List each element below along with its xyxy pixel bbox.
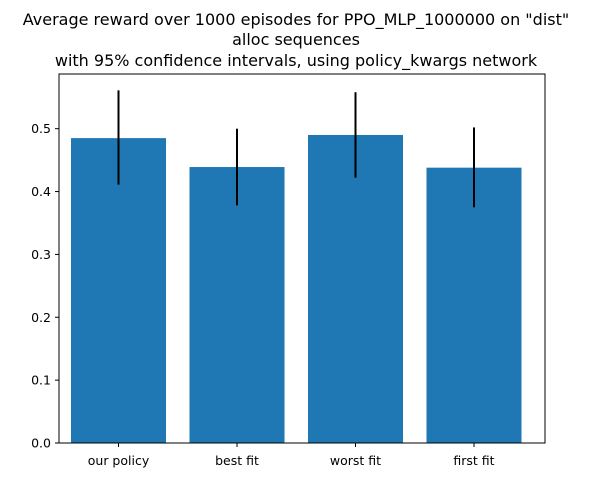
- bar-first-fit: [426, 167, 522, 443]
- y-tick-label-1: 0.1: [31, 373, 51, 388]
- x-tick-label-worst-fit: worst fit: [330, 453, 381, 468]
- bar-worst-fit: [308, 134, 403, 444]
- y-tick-label-2: 0.2: [31, 310, 51, 325]
- x-tick-label-first-fit: first fit: [453, 453, 494, 468]
- y-tick-label-3: 0.3: [31, 247, 51, 262]
- bar-our-policy: [71, 138, 166, 443]
- x-tick-label-our-policy: our policy: [88, 453, 150, 468]
- chart-title: Average reward over 1000 episodes for PP…: [23, 10, 569, 71]
- plot-area: 0.0 0.1 0.2 0.3 0.4 0.5 our policy best fit wors…: [31, 73, 546, 468]
- chart-title-line-1: Average reward over 1000 episodes for PP…: [23, 10, 569, 30]
- chart-title-line-3: with 95% confidence intervals, using pol…: [55, 51, 538, 71]
- y-tick-label-4: 0.4: [31, 184, 51, 199]
- chart-title-line-2: alloc sequences: [232, 30, 360, 49]
- y-tick-label-5: 0.5: [31, 121, 51, 136]
- axes-frame: [58, 73, 546, 444]
- bar-best-fit: [189, 167, 285, 444]
- x-tick-label-best-fit: best fit: [215, 453, 259, 468]
- y-tick-label-0: 0.0: [31, 436, 51, 451]
